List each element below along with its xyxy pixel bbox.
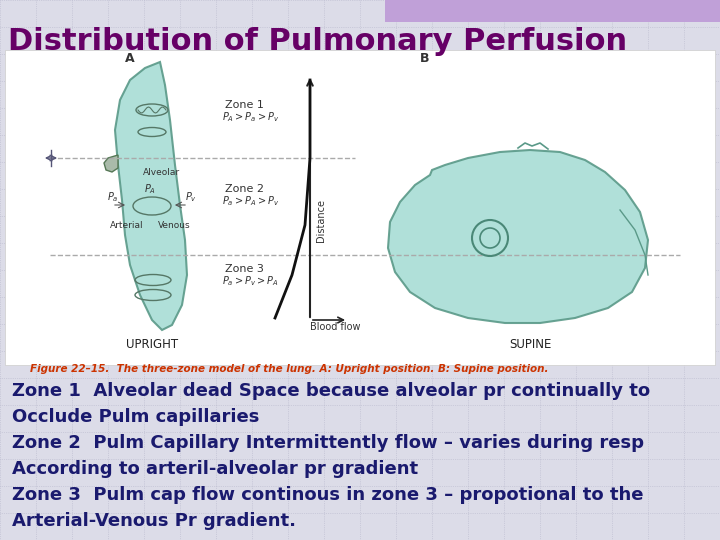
Text: Venous: Venous xyxy=(158,221,191,230)
Text: A: A xyxy=(125,52,135,65)
Bar xyxy=(385,0,720,22)
Text: Zone 3  Pulm cap flow continous in zone 3 – propotional to the: Zone 3 Pulm cap flow continous in zone 3… xyxy=(12,486,644,504)
Bar xyxy=(5,50,715,365)
Text: Alveolar: Alveolar xyxy=(143,168,180,177)
Text: $P_v$: $P_v$ xyxy=(185,190,197,204)
Text: According to arteril-alveolar pr gradient: According to arteril-alveolar pr gradien… xyxy=(12,460,418,478)
Text: Zone 1  Alveolar dead Space because alveolar pr continually to: Zone 1 Alveolar dead Space because alveo… xyxy=(12,382,650,400)
Polygon shape xyxy=(104,155,118,172)
Text: Blood flow: Blood flow xyxy=(310,322,361,332)
Text: $P_A$: $P_A$ xyxy=(144,182,156,196)
Text: $P_a > P_A > P_v$: $P_a > P_A > P_v$ xyxy=(222,194,279,208)
Text: Figure 22–15.  The three-zone model of the lung. A: Upright position. B: Supine : Figure 22–15. The three-zone model of th… xyxy=(30,364,549,374)
Text: Zone 1: Zone 1 xyxy=(225,100,264,110)
Text: Arterial: Arterial xyxy=(110,221,143,230)
Text: Distribution of Pulmonary Perfusion: Distribution of Pulmonary Perfusion xyxy=(8,28,627,57)
Text: $P_A > P_a > P_v$: $P_A > P_a > P_v$ xyxy=(222,110,279,124)
Polygon shape xyxy=(388,150,648,323)
Text: Distance: Distance xyxy=(316,199,326,241)
Text: Occlude Pulm capillaries: Occlude Pulm capillaries xyxy=(12,408,259,426)
Text: Zone 2: Zone 2 xyxy=(225,184,264,194)
Text: UPRIGHT: UPRIGHT xyxy=(126,338,178,351)
Text: SUPINE: SUPINE xyxy=(509,338,552,351)
Text: Arterial-Venous Pr gradient.: Arterial-Venous Pr gradient. xyxy=(12,512,296,530)
Text: $P_a > P_v > P_A$: $P_a > P_v > P_A$ xyxy=(222,274,279,288)
Text: Zone 3: Zone 3 xyxy=(225,264,264,274)
Text: $P_a$: $P_a$ xyxy=(107,190,119,204)
Polygon shape xyxy=(115,62,187,330)
Text: Zone 2  Pulm Capillary Intermittently flow – varies during resp: Zone 2 Pulm Capillary Intermittently flo… xyxy=(12,434,644,452)
Text: B: B xyxy=(420,52,430,65)
